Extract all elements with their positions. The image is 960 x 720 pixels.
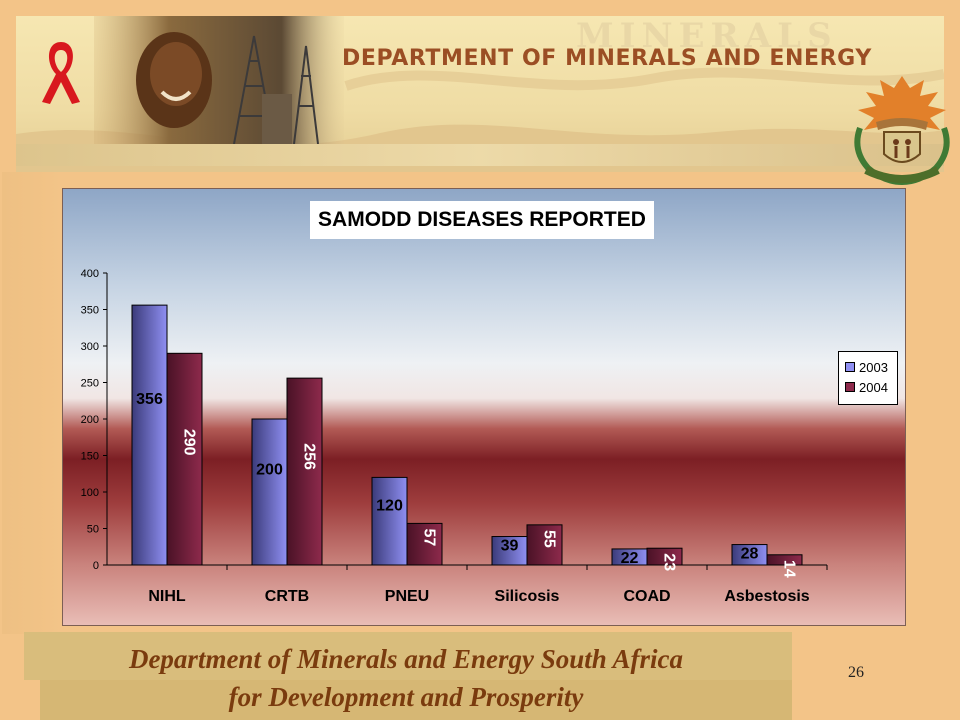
legend-item-2003: 2003 (845, 358, 888, 376)
bar-chart: 0 50 100 150 200 250 300 350 400 NIHL 356 290 CRTB 20… (81, 268, 828, 605)
chart-title-box: SAMODD DISEASES REPORTED (310, 201, 654, 239)
y-tick-label: 400 (81, 268, 99, 280)
y-tick-label: 350 (81, 305, 99, 317)
bar-2004-nihl (166, 352, 203, 566)
legend-swatch-2003 (845, 362, 855, 372)
left-decor-strip (2, 172, 62, 634)
banner-band (16, 144, 944, 166)
data-label-2003: 39 (501, 538, 519, 555)
bar-2004-pneu (406, 522, 443, 566)
bar-2003-crtb (251, 418, 288, 566)
banner-ghost-text: MINERALS (576, 16, 838, 56)
bar-2003-pneu (371, 476, 408, 566)
coat-of-arms-icon (854, 76, 950, 186)
x-tick-label: COAD (623, 588, 670, 605)
bar-2004-crtb (286, 377, 323, 566)
y-tick-label: 100 (81, 487, 99, 499)
mining-photo-collage (94, 16, 344, 144)
x-tick-label: CRTB (265, 588, 309, 605)
data-label-2004: 290 (181, 429, 198, 456)
data-label-2003: 28 (741, 546, 759, 563)
data-label-2003: 356 (136, 391, 163, 408)
data-label-2003: 200 (256, 461, 283, 478)
bar-2004-asbestosis (766, 554, 803, 566)
x-tick-label: Asbestosis (724, 588, 809, 605)
y-tick-label: 200 (81, 414, 99, 426)
x-tick-label: NIHL (148, 588, 186, 605)
y-tick-label: 250 (81, 378, 99, 390)
footer-panel-top (24, 632, 792, 680)
x-tick-label: Silicosis (495, 588, 560, 605)
legend-item-2004: 2004 (845, 378, 888, 396)
chart-panel: 0 50 100 150 200 250 300 350 400 NIHL 356 290 CRTB 20… (62, 188, 906, 626)
legend-label-2003: 2003 (859, 359, 888, 375)
footer-tagline-line1: Department of Minerals and Energy South … (128, 644, 684, 674)
y-tick-label: 300 (81, 341, 99, 353)
data-label-2003: 120 (376, 498, 403, 515)
legend-swatch-2004 (845, 382, 855, 392)
data-label-2004: 23 (661, 553, 678, 571)
header-banner: MINERALS DEPARTMENT OF MINERALS AND ENER… (16, 16, 944, 172)
page-number: 26 (848, 664, 864, 681)
plot-area: 0 50 100 150 200 250 300 350 400 NIHL 356 290 CRTB 20… (81, 268, 828, 605)
legend-label-2004: 2004 (859, 379, 888, 395)
chart-title: SAMODD DISEASES REPORTED (318, 208, 646, 231)
y-tick-label: 0 (93, 560, 99, 572)
data-label-2004: 14 (781, 560, 798, 578)
bar-2004-coad (646, 547, 683, 566)
y-tick-label: 150 (81, 451, 99, 463)
department-title: DEPARTMENT OF MINERALS AND ENERGY (342, 46, 872, 71)
x-tick-label: PNEU (385, 588, 429, 605)
data-label-2004: 55 (541, 530, 558, 548)
data-label-2004: 57 (421, 528, 438, 546)
bar-2003-silicosis (491, 536, 528, 566)
footer-tagline-line2: for Development and Prosperity (228, 682, 584, 712)
bar-2004-silicosis (526, 524, 563, 566)
aids-ribbon-icon (42, 42, 80, 104)
y-tick-label: 50 (87, 524, 99, 536)
data-label-2003: 22 (621, 550, 639, 567)
data-label-2004: 256 (301, 443, 318, 470)
bar-2003-nihl (131, 304, 168, 566)
chart-legend: 2003 2004 (838, 351, 898, 405)
